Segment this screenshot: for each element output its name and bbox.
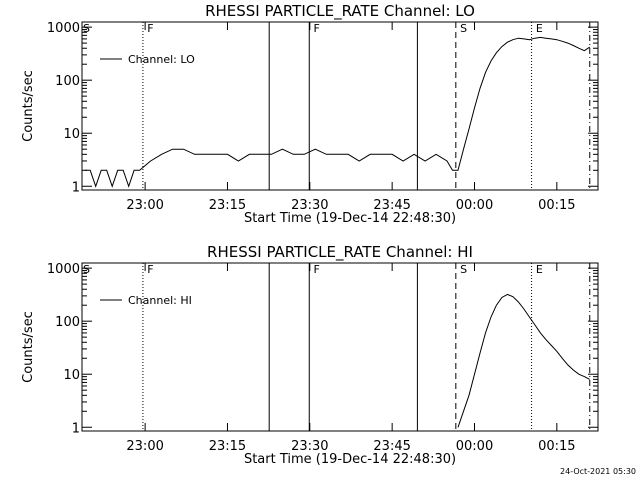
y-tick-label: 10 (63, 368, 80, 383)
event-label: F (314, 263, 320, 276)
y-tick-label: 1000 (47, 21, 80, 36)
x-tick-label: 00:15 (538, 439, 575, 454)
y-axis-label: Counts/sec (21, 311, 36, 383)
y-tick-label: 10 (63, 127, 80, 142)
legend-label: Channel: LO (128, 53, 195, 66)
x-tick-label: 00:15 (538, 198, 575, 213)
x-tick-label: 23:45 (373, 439, 410, 454)
x-tick-label: 00:00 (456, 439, 493, 454)
x-tick-label: 23:30 (291, 439, 328, 454)
event-label: S (460, 263, 467, 276)
x-tick-label: 00:00 (456, 198, 493, 213)
chart-title: RHESSI PARTICLE_RATE Channel: HI (207, 243, 473, 262)
y-tick-label: 100 (55, 74, 80, 89)
event-label: S (460, 22, 467, 35)
data-line (457, 293, 591, 428)
legend-label: Channel: HI (128, 294, 192, 307)
y-axis-label: Counts/sec (21, 70, 36, 142)
event-label: S (83, 22, 90, 35)
x-tick-label: 23:00 (126, 439, 163, 454)
x-tick-label: 23:15 (209, 439, 246, 454)
x-axis-label: Start Time (19-Dec-14 22:48:30) (244, 211, 456, 226)
x-tick-label: 23:45 (373, 198, 410, 213)
chart-title: RHESSI PARTICLE_RATE Channel: LO (205, 2, 475, 21)
x-tick-label: 23:00 (126, 198, 163, 213)
x-tick-label: 23:30 (291, 198, 328, 213)
event-label: E (536, 263, 543, 276)
y-tick-label: 1000 (47, 262, 80, 277)
plot-frame (81, 262, 599, 432)
x-axis-label: Start Time (19-Dec-14 22:48:30) (244, 452, 456, 467)
x-tick-label: 23:15 (209, 198, 246, 213)
event-label: F (147, 22, 153, 35)
footer: 24-Oct-2021 05:30 (560, 467, 636, 476)
y-tick-label: 1 (72, 180, 80, 195)
y-tick-label: 100 (55, 315, 80, 330)
event-label: E (536, 22, 543, 35)
y-tick-label: 1 (72, 421, 80, 436)
plot-frame (81, 21, 599, 191)
event-label: F (314, 22, 320, 35)
event-label: F (147, 263, 153, 276)
event-label: S (83, 263, 90, 276)
data-line (84, 36, 591, 188)
